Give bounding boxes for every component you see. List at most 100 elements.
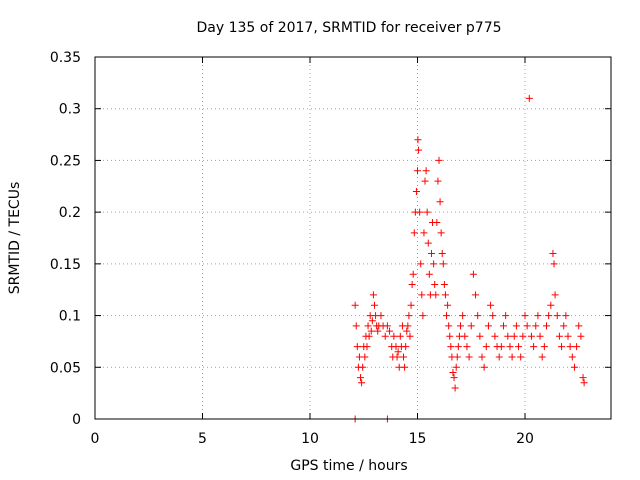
data-point — [410, 229, 418, 237]
x-axis-label: GPS time / hours — [290, 458, 407, 474]
data-point — [580, 379, 588, 387]
data-point — [510, 332, 518, 340]
data-point — [430, 260, 438, 268]
data-point — [452, 363, 460, 371]
data-point — [431, 281, 439, 289]
data-point — [423, 208, 431, 216]
data-point — [465, 353, 473, 361]
data-point — [506, 343, 514, 351]
data-point — [482, 343, 490, 351]
data-point — [444, 301, 452, 309]
data-point — [549, 250, 557, 258]
data-point — [422, 167, 430, 175]
data-point — [408, 281, 416, 289]
data-point — [414, 167, 421, 175]
data-point — [577, 332, 585, 340]
data-point — [540, 343, 548, 351]
data-point — [457, 322, 464, 330]
data-point — [401, 363, 409, 371]
data-point — [374, 327, 382, 335]
data-point — [400, 353, 408, 361]
data-point — [441, 291, 449, 299]
data-point — [396, 332, 404, 340]
data-point — [409, 270, 417, 278]
data-point — [417, 260, 425, 268]
data-point — [570, 363, 578, 371]
data-point — [443, 312, 451, 320]
data-point — [545, 312, 553, 320]
data-point — [403, 327, 411, 335]
x-tick-label: 20 — [516, 431, 534, 447]
data-point — [393, 353, 401, 361]
y-tick-label: 0.35 — [50, 50, 81, 66]
data-point — [440, 281, 448, 289]
data-points — [351, 94, 588, 423]
x-tick-labels: 0 5 10 15 20 — [91, 431, 534, 447]
data-point — [368, 317, 376, 325]
data-point — [478, 353, 486, 361]
data-point — [521, 312, 529, 320]
data-point — [351, 301, 359, 309]
data-point — [407, 301, 415, 309]
data-point — [534, 312, 542, 320]
data-point — [367, 327, 375, 335]
y-tick-label: 0.25 — [50, 153, 81, 169]
data-point — [573, 343, 581, 351]
data-point — [550, 260, 558, 268]
data-point — [497, 343, 505, 351]
chart-title: Day 135 of 2017, SRMTID for receiver p77… — [196, 20, 501, 36]
data-point — [363, 343, 371, 351]
data-point — [467, 322, 475, 330]
data-point — [555, 332, 563, 340]
data-point — [463, 343, 471, 351]
data-point — [425, 270, 433, 278]
data-point — [405, 312, 413, 320]
data-point — [568, 353, 576, 361]
data-point — [421, 177, 429, 185]
data-point — [371, 301, 378, 309]
data-point — [454, 343, 462, 351]
data-point — [474, 312, 482, 320]
data-point — [394, 348, 402, 356]
data-point — [447, 343, 455, 351]
data-point — [439, 260, 447, 268]
data-point — [436, 198, 444, 206]
data-point — [381, 332, 389, 340]
data-point — [364, 322, 372, 330]
data-point — [438, 250, 446, 258]
data-point — [453, 353, 461, 361]
data-point — [435, 156, 443, 164]
data-point — [432, 291, 440, 299]
data-point — [504, 332, 512, 340]
data-point — [352, 322, 360, 330]
data-point — [543, 322, 550, 330]
data-point — [420, 229, 428, 237]
data-point — [502, 312, 510, 320]
data-point — [532, 322, 540, 330]
data-point — [404, 322, 412, 330]
x-tick-label: 10 — [301, 431, 319, 447]
data-point — [357, 374, 365, 382]
data-point — [390, 332, 398, 340]
data-point — [433, 218, 441, 226]
data-point — [383, 322, 391, 330]
data-point — [406, 332, 414, 340]
data-point — [361, 353, 369, 361]
data-point — [416, 208, 424, 216]
data-point — [353, 343, 361, 351]
y-tick-labels: 0 0.05 0.1 0.15 0.2 0.25 0.3 0.35 — [50, 50, 81, 428]
data-point — [386, 327, 394, 335]
data-point — [484, 322, 492, 330]
data-point — [437, 229, 445, 237]
data-point — [560, 322, 568, 330]
data-point — [553, 312, 561, 320]
data-point — [530, 343, 538, 351]
data-point — [419, 312, 427, 320]
data-point — [358, 379, 366, 387]
data-point — [427, 250, 435, 258]
data-point — [450, 374, 458, 382]
data-point — [369, 291, 377, 299]
data-point — [566, 343, 574, 351]
x-tick-label: 5 — [198, 431, 207, 447]
